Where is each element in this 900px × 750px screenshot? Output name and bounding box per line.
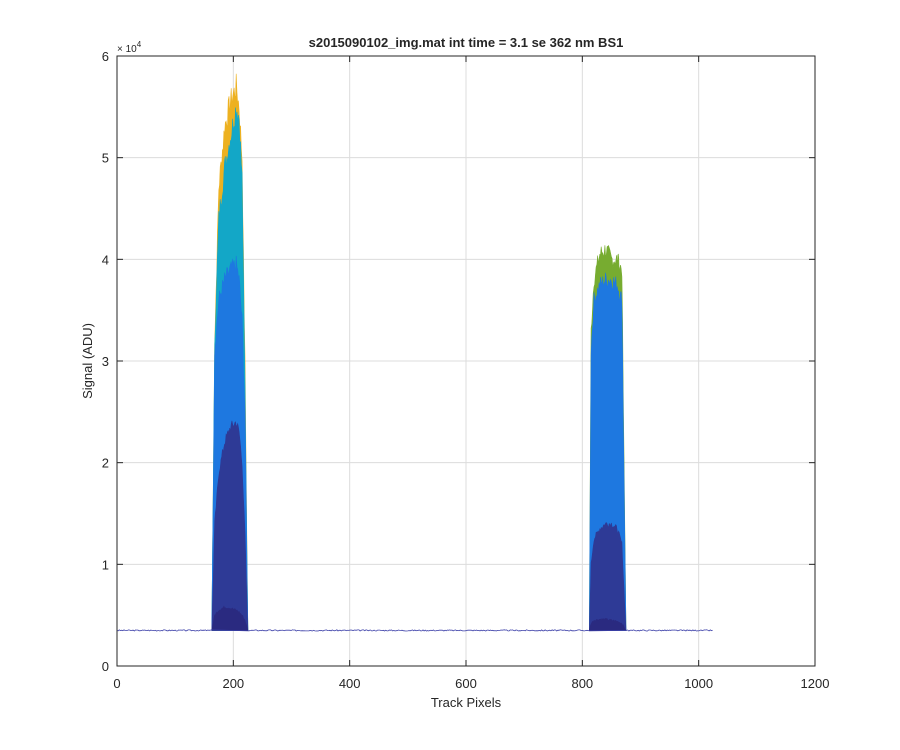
axis-ticks: 0 200 400 600 800 1000 1200 0 1 2 3 4 5 6 xyxy=(102,49,830,691)
y-tick-label-4: 4 xyxy=(102,252,109,267)
y-tick-label-5: 5 xyxy=(102,151,109,166)
y-tick-label-3: 3 xyxy=(102,354,109,369)
y-tick-label-2: 2 xyxy=(102,456,109,471)
y-tick-label-6: 6 xyxy=(102,49,109,64)
x-tick-label-6: 1200 xyxy=(801,676,830,691)
x-tick-label-2: 400 xyxy=(339,676,361,691)
y-axis-exponent-power: 4 xyxy=(137,40,142,49)
series-4-peak-1 xyxy=(588,522,627,631)
y-axis-exponent-base: × 10 xyxy=(117,44,137,55)
x-tick-label-1: 200 xyxy=(222,676,244,691)
y-axis-exponent: × 104 xyxy=(117,40,142,55)
x-tick-label-4: 800 xyxy=(571,676,593,691)
x-tick-label-3: 600 xyxy=(455,676,477,691)
series-layer xyxy=(211,73,627,631)
series-4-peak-0 xyxy=(211,420,249,631)
x-axis-label: Track Pixels xyxy=(431,695,502,710)
y-tick-label-1: 1 xyxy=(102,557,109,572)
x-tick-label-0: 0 xyxy=(113,676,120,691)
chart-title: s2015090102_img.mat int time = 3.1 se 36… xyxy=(309,35,624,50)
y-axis-label: Signal (ADU) xyxy=(80,323,95,399)
series-5-peak-0 xyxy=(211,605,249,631)
baseline-layer xyxy=(116,629,713,632)
plot-area: 0 200 400 600 800 1000 1200 0 1 2 3 4 5 6 xyxy=(102,49,830,691)
series-5-peak-1 xyxy=(588,617,627,631)
baseline-signal xyxy=(116,629,713,632)
x-tick-label-5: 1000 xyxy=(684,676,713,691)
y-tick-label-0: 0 xyxy=(102,659,109,674)
